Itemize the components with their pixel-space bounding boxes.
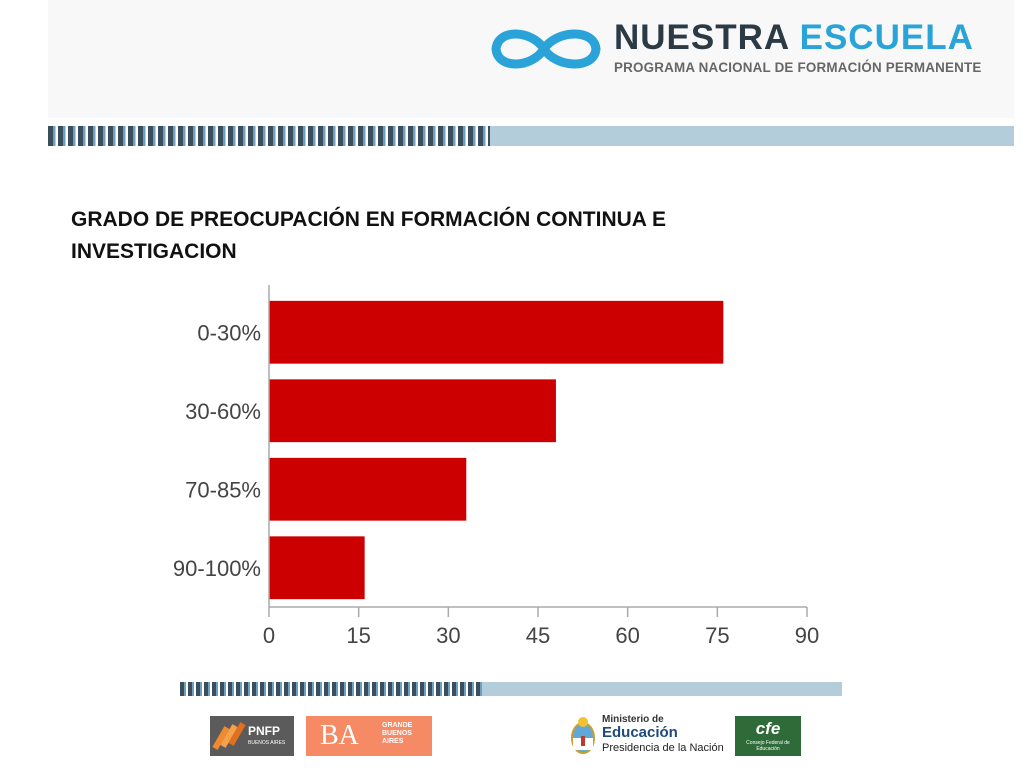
pnfp-sub: BUENOS AIRES	[248, 740, 286, 746]
header-divider-stripe	[48, 126, 1014, 146]
x-tick-label: 90	[795, 623, 819, 648]
cfe-label: cfe	[755, 719, 781, 738]
nuestra-escuela-logo: NUESTRA ESCUELA PROGRAMA NACIONAL DE FOR…	[486, 14, 981, 84]
ba-label: BA	[320, 720, 359, 751]
category-label: 30-60%	[185, 399, 261, 424]
header-stripe-dashes	[48, 126, 490, 146]
pencils-icon	[212, 722, 246, 750]
argentina-shield-icon	[571, 717, 595, 754]
brand-title-part1: NUESTRA	[614, 18, 789, 57]
ba-logo: BA GRANDE BUENOS AIRES	[306, 716, 432, 756]
category-label: 0-30%	[197, 320, 261, 345]
bar	[269, 457, 467, 521]
bar	[269, 300, 724, 364]
bar	[269, 379, 556, 443]
pnfp-logo: PNFP BUENOS AIRES	[210, 716, 294, 756]
brand-subtitle: PROGRAMA NACIONAL DE FORMACIÓN PERMANENT…	[614, 60, 982, 75]
footer-logos: PNFP BUENOS AIRES BA GRANDE BUENOS AIRES…	[210, 714, 810, 758]
x-tick-label: 75	[705, 623, 729, 648]
slide-title: GRADO DE PREOCUPACIÓN EN FORMACIÓN CONTI…	[71, 208, 667, 263]
pnfp-label: PNFP	[248, 724, 281, 738]
x-tick-label: 45	[526, 623, 550, 648]
ministerio-logo: Ministerio de Educación Presidencia de l…	[568, 714, 724, 758]
footer-stripe-bar	[482, 682, 842, 696]
ministerio-line1: Ministerio de	[602, 714, 664, 725]
brand-title: NUESTRA ESCUELA	[614, 18, 974, 58]
ministerio-line2: Educación	[602, 724, 678, 741]
header-stripe-bar	[490, 126, 1014, 146]
x-tick-label: 0	[263, 623, 275, 648]
footer-stripe-dashes	[180, 682, 482, 696]
x-tick-label: 15	[346, 623, 370, 648]
footer-divider-stripe	[180, 682, 842, 696]
brand-title-part2: ESCUELA	[799, 18, 974, 57]
bar-chart: 0-30% 30-60% 70-85% 90-100% 0 15 30 45 60 75 90	[173, 285, 819, 648]
infinity-icon	[491, 29, 601, 69]
category-label: 90-100%	[173, 556, 261, 581]
ba-sub: GRANDE BUENOS AIRES	[382, 722, 413, 745]
x-tick-label: 30	[436, 623, 460, 648]
bar	[269, 536, 365, 600]
x-tick-label: 60	[615, 623, 639, 648]
ministerio-line3: Presidencia de la Nación	[602, 742, 724, 754]
category-label: 70-85%	[185, 477, 261, 502]
cfe-sub: Consejo Federal de Educación	[746, 740, 790, 752]
cfe-logo: cfe Consejo Federal de Educación	[735, 716, 801, 756]
